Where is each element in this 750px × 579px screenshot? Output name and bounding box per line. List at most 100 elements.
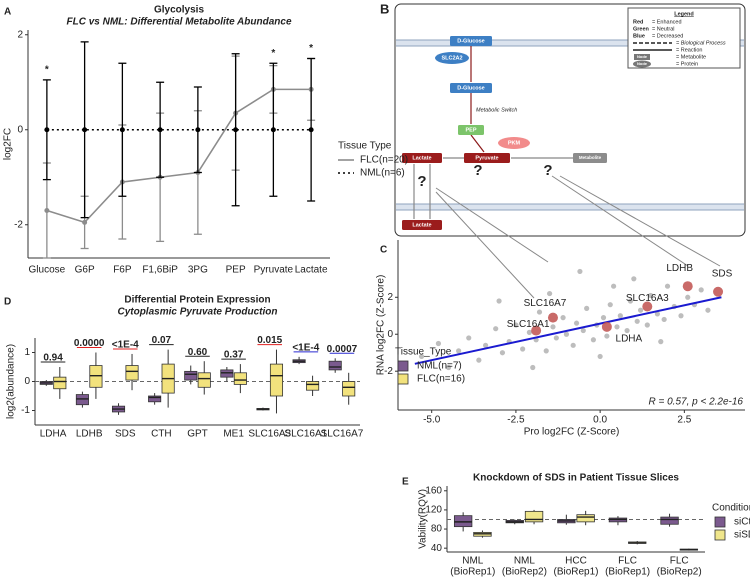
gene-label: SLC16A1 bbox=[507, 319, 550, 330]
point bbox=[617, 313, 623, 319]
point bbox=[580, 327, 586, 334]
x-tick-label: Glucose bbox=[29, 265, 66, 276]
box bbox=[184, 370, 198, 381]
box bbox=[524, 510, 544, 523]
point bbox=[644, 322, 650, 328]
highlight-point bbox=[547, 312, 558, 323]
point bbox=[530, 364, 536, 371]
p-value: 0.37 bbox=[224, 350, 244, 361]
point bbox=[577, 268, 583, 275]
legend-text: = Metabolite bbox=[676, 54, 706, 60]
point bbox=[590, 337, 596, 343]
highlight-point bbox=[642, 301, 653, 312]
point bbox=[44, 127, 50, 133]
point bbox=[157, 127, 163, 133]
x-tick-label: 3PG bbox=[188, 265, 208, 276]
x-tick-label: NML bbox=[514, 556, 536, 567]
p-value: 0.0000 bbox=[74, 338, 105, 349]
x-tick-label: FLC bbox=[618, 556, 637, 567]
panel-label: B bbox=[380, 1, 389, 16]
x-axis-label: Pro log2FC (Z-Score) bbox=[524, 427, 620, 438]
gene-label: SLC16A7 bbox=[524, 298, 567, 309]
point bbox=[705, 307, 711, 313]
legend-swatch bbox=[714, 516, 726, 528]
connector bbox=[435, 191, 535, 299]
x-tick-label: NML bbox=[462, 556, 484, 567]
point bbox=[520, 346, 526, 352]
legend-title: Legend bbox=[674, 11, 694, 17]
y-tick-label: 160 bbox=[425, 485, 442, 496]
box bbox=[89, 365, 103, 388]
x-tick-label: LDHA bbox=[40, 429, 67, 440]
point bbox=[550, 324, 556, 330]
box bbox=[453, 515, 473, 528]
x-tick-label: (BioRep1) bbox=[553, 567, 598, 578]
point bbox=[661, 316, 667, 323]
box bbox=[220, 369, 234, 378]
y-tick-label: 80 bbox=[431, 524, 443, 535]
legend-title: Tissue Type bbox=[338, 141, 392, 152]
point bbox=[499, 350, 506, 356]
x-tick-label: (BioRep2) bbox=[502, 567, 547, 578]
point bbox=[654, 311, 661, 317]
fit-line bbox=[414, 296, 722, 365]
box bbox=[328, 360, 342, 371]
node-label: D-Glucose bbox=[457, 38, 485, 44]
point bbox=[526, 329, 532, 335]
y-axis-label: RNA log2FC (Z-Score) bbox=[376, 275, 387, 376]
point bbox=[119, 127, 125, 133]
legend-title: Tissue_Type bbox=[395, 347, 452, 358]
x-tick-label: (BioRep2) bbox=[657, 567, 702, 578]
x-tick-label: LDHB bbox=[76, 429, 103, 440]
point bbox=[445, 364, 452, 371]
point bbox=[637, 307, 644, 313]
point bbox=[570, 342, 576, 348]
point bbox=[496, 298, 502, 304]
gene-label: SLC16A3 bbox=[626, 293, 669, 304]
point bbox=[685, 294, 691, 300]
p-value: <1E-4 bbox=[112, 340, 139, 351]
pathway-diagram: B Legend Red = Enhanced Green = Neutral … bbox=[380, 1, 746, 299]
node-label: Metabolite bbox=[579, 155, 602, 160]
legend-swatch bbox=[714, 529, 726, 541]
legend-title: Condition bbox=[712, 503, 750, 514]
point bbox=[476, 357, 482, 363]
box bbox=[53, 376, 67, 390]
node-label: PKM bbox=[508, 140, 521, 146]
x-tick-label: FLC bbox=[670, 556, 689, 567]
gene-label: LDHA bbox=[616, 333, 643, 344]
node-label: Lactate bbox=[412, 155, 431, 161]
highlight-point bbox=[601, 321, 612, 332]
point bbox=[466, 335, 472, 341]
legend-node-label: Node bbox=[637, 61, 648, 66]
y-tick-label: 2 bbox=[17, 29, 23, 40]
chart-title: Differential Protein Expression bbox=[124, 295, 270, 306]
point bbox=[624, 327, 630, 334]
x-tick-label: G6P bbox=[75, 265, 95, 276]
point bbox=[82, 219, 88, 225]
y-tick-label: 40 bbox=[431, 543, 443, 554]
point bbox=[456, 348, 462, 354]
x-tick-label: SLC16A3 bbox=[248, 429, 291, 440]
chart-subtitle: Cytoplasmic Pyruvate Production bbox=[117, 307, 277, 318]
y-tick-label: 120 bbox=[425, 505, 442, 516]
point bbox=[493, 326, 499, 332]
membrane bbox=[396, 204, 744, 210]
point bbox=[611, 283, 617, 289]
x-tick-label: (BioRep1) bbox=[605, 567, 650, 578]
node bbox=[450, 36, 492, 46]
y-axis-label: log2FC bbox=[3, 128, 14, 160]
legend-text: = Enhanced bbox=[652, 19, 682, 25]
process-label: Metabolic Switch bbox=[476, 107, 517, 113]
unknown-mark: ? bbox=[543, 162, 552, 179]
series-line bbox=[46, 88, 312, 224]
legend-node-label: Node bbox=[637, 54, 648, 59]
point bbox=[678, 313, 684, 319]
connector bbox=[435, 187, 549, 263]
panel-label: D bbox=[4, 297, 11, 308]
point bbox=[233, 127, 239, 133]
chart-title: Glycolysis bbox=[154, 5, 204, 16]
node bbox=[402, 153, 442, 163]
point bbox=[631, 276, 637, 282]
node-label: PEP bbox=[465, 127, 476, 133]
